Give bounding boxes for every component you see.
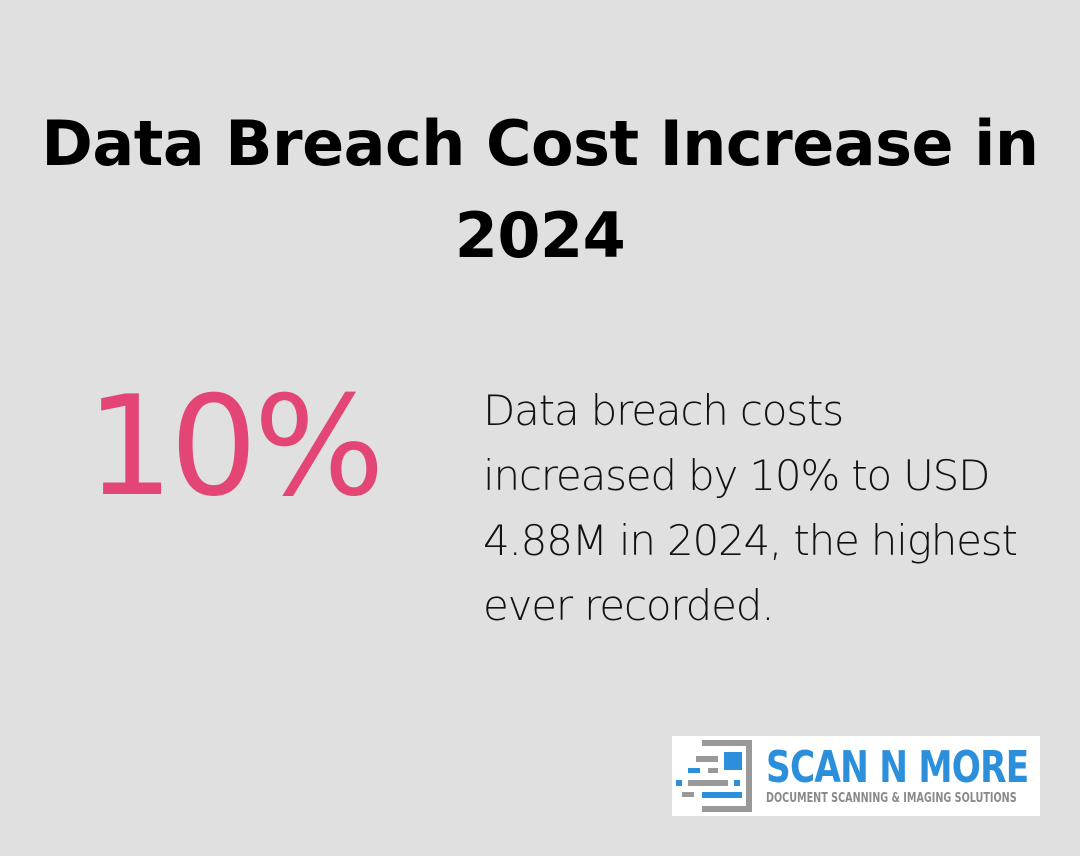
brand-name: SCAN N MORE <box>766 742 1029 793</box>
brand-logo: SCAN N MORE DOCUMENT SCANNING & IMAGING … <box>672 736 1040 816</box>
scanner-lines-icon <box>672 736 756 816</box>
brand-tagline: DOCUMENT SCANNING & IMAGING SOLUTIONS <box>766 791 1017 806</box>
page-title: Data Breach Cost Increase in 2024 <box>41 107 1039 272</box>
stat-description: Data breach costs increased by 10% to US… <box>483 386 1018 630</box>
stat-value: 10% <box>86 366 385 527</box>
